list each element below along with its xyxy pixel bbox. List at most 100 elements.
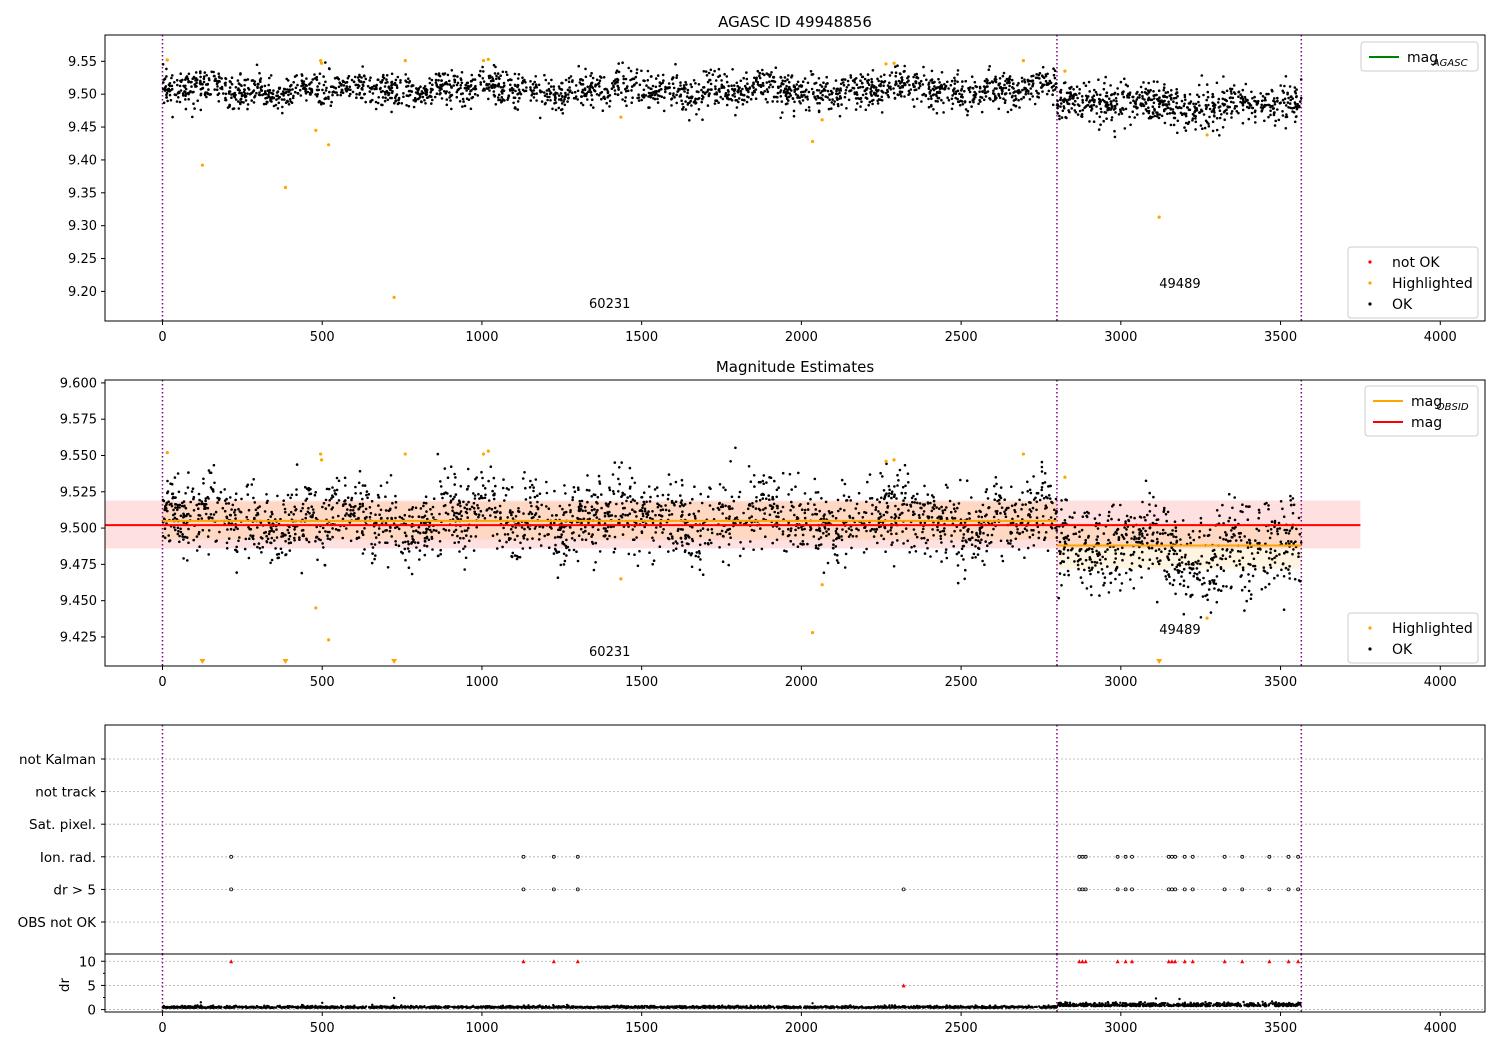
ok-point: [499, 74, 503, 77]
ok-point: [1221, 102, 1224, 106]
ok-point: [355, 530, 359, 533]
ok-point: [483, 517, 487, 520]
legend-box: [1360, 41, 1479, 72]
ok-point: [434, 81, 438, 84]
ok-point: [538, 492, 542, 496]
ok-point: [293, 536, 296, 540]
ok-point: [645, 84, 648, 87]
x-tick-label: 3000: [1104, 330, 1137, 345]
ok-point: [560, 102, 564, 105]
ok-point: [310, 505, 314, 509]
ok-point: [396, 525, 399, 529]
ok-point: [577, 534, 581, 537]
ok-point: [408, 508, 411, 512]
ok-point: [165, 67, 168, 71]
ok-point: [492, 476, 496, 480]
ok-point: [994, 476, 998, 479]
ok-point: [581, 83, 585, 86]
ok-point: [694, 554, 698, 558]
ok-point: [514, 84, 517, 88]
ok-point: [787, 80, 791, 84]
ok-point: [975, 531, 978, 535]
ok-point: [923, 503, 926, 506]
ok-point: [952, 545, 955, 548]
ok-point: [1035, 521, 1039, 525]
ok-point: [932, 495, 935, 499]
ok-point: [1114, 97, 1118, 100]
ok-point: [1090, 109, 1093, 112]
ok-point: [585, 488, 589, 492]
ok-point: [724, 488, 727, 492]
ok-point: [940, 517, 943, 520]
ok-point: [386, 517, 389, 520]
ok-point: [275, 553, 279, 556]
ok-point: [530, 94, 533, 97]
ok-point: [524, 498, 528, 501]
ok-point: [980, 110, 984, 114]
ok-point: [840, 78, 844, 82]
ok-point: [564, 91, 567, 95]
ok-point: [397, 96, 401, 100]
ok-point: [874, 94, 878, 97]
ok-point: [162, 517, 166, 520]
ok-point: [950, 107, 954, 111]
ok-point: [1003, 498, 1006, 502]
ok-point: [203, 93, 207, 97]
ok-point: [958, 92, 961, 96]
ok-point: [522, 512, 525, 515]
ok-point: [853, 81, 857, 84]
ok-point: [715, 99, 719, 102]
ok-point: [1070, 107, 1073, 110]
ok-point: [491, 83, 495, 86]
ok-point: [437, 531, 441, 534]
ok-point: [401, 541, 405, 544]
ok-point: [537, 83, 541, 87]
ok-point: [263, 510, 267, 513]
ok-point: [410, 541, 414, 544]
ok-point: [299, 509, 303, 513]
ok-point: [342, 84, 346, 87]
ok-point: [423, 537, 427, 540]
ok-point: [1049, 81, 1053, 85]
ok-point: [492, 79, 495, 82]
ok-point: [1287, 96, 1290, 100]
ok-point: [682, 84, 686, 87]
ok-point: [897, 479, 900, 482]
ok-point: [681, 510, 684, 513]
ok-point: [1004, 86, 1008, 90]
ok-point: [468, 507, 472, 511]
ok-point: [882, 537, 886, 541]
ok-point: [532, 516, 535, 519]
ok-point: [524, 81, 527, 84]
ok-point: [729, 536, 732, 539]
ok-point: [625, 499, 628, 503]
ok-point: [451, 497, 455, 501]
ok-point: [364, 100, 368, 104]
ok-point: [771, 541, 774, 545]
ok-point: [821, 93, 824, 97]
ok-point: [288, 549, 292, 552]
ok-point: [184, 535, 187, 539]
ok-point: [1175, 101, 1178, 105]
ok-point: [302, 533, 305, 536]
ok-point: [844, 530, 848, 533]
ok-point: [736, 90, 739, 93]
ok-point: [532, 89, 536, 92]
ok-point: [655, 526, 658, 529]
ok-point: [918, 81, 921, 85]
ok-point: [1188, 108, 1192, 112]
ok-point: [908, 83, 911, 87]
ok-point: [360, 87, 364, 91]
ok-point: [535, 86, 539, 89]
ok-point: [1128, 93, 1131, 97]
ok-point: [414, 506, 418, 510]
ok-point: [1005, 506, 1009, 510]
ok-point: [439, 480, 442, 483]
ok-point: [224, 96, 227, 100]
ok-point: [966, 109, 970, 113]
ok-point: [914, 497, 917, 501]
ok-point: [459, 84, 463, 87]
ok-point: [215, 539, 218, 542]
ok-point: [199, 75, 202, 79]
ok-point: [657, 503, 661, 507]
